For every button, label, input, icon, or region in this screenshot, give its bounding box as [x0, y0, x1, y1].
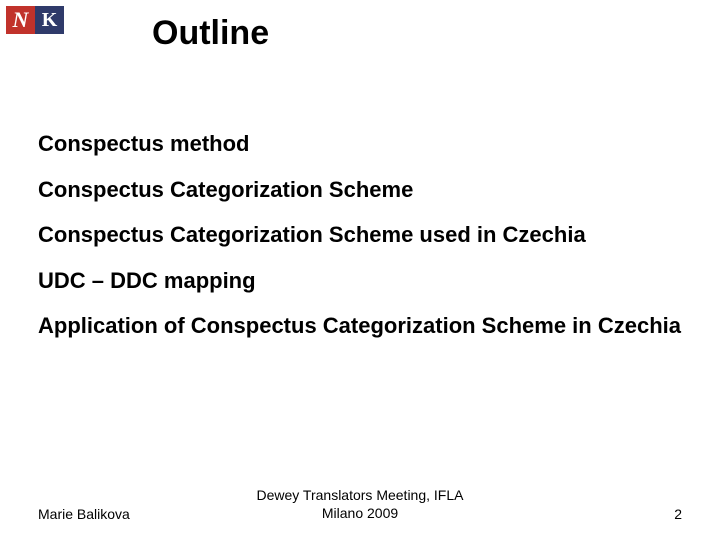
bullet-3: Conspectus Categorization Scheme used in… — [38, 221, 682, 249]
bullet-2: Conspectus Categorization Scheme — [38, 176, 682, 204]
logo-right-letter: K — [42, 9, 58, 32]
bullet-1: Conspectus method — [38, 130, 682, 158]
footer-author: Marie Balikova — [38, 506, 130, 522]
slide-title: Outline — [152, 14, 269, 53]
slide: N K Outline Conspectus method Conspectus… — [0, 0, 720, 540]
slide-footer: Marie Balikova Dewey Translators Meeting… — [0, 486, 720, 522]
slide-body: Conspectus method Conspectus Categorizat… — [38, 130, 682, 358]
footer-page-number: 2 — [674, 506, 682, 522]
logo-left-box: N — [6, 6, 35, 34]
bullet-4: UDC – DDC mapping — [38, 267, 682, 295]
logo-left-letter: N — [13, 7, 29, 33]
bullet-5: Application of Conspectus Categorization… — [38, 312, 682, 340]
nk-logo: N K — [6, 6, 64, 34]
logo-right-box: K — [35, 6, 64, 34]
footer-venue-line1: Dewey Translators Meeting, IFLA — [0, 486, 720, 504]
